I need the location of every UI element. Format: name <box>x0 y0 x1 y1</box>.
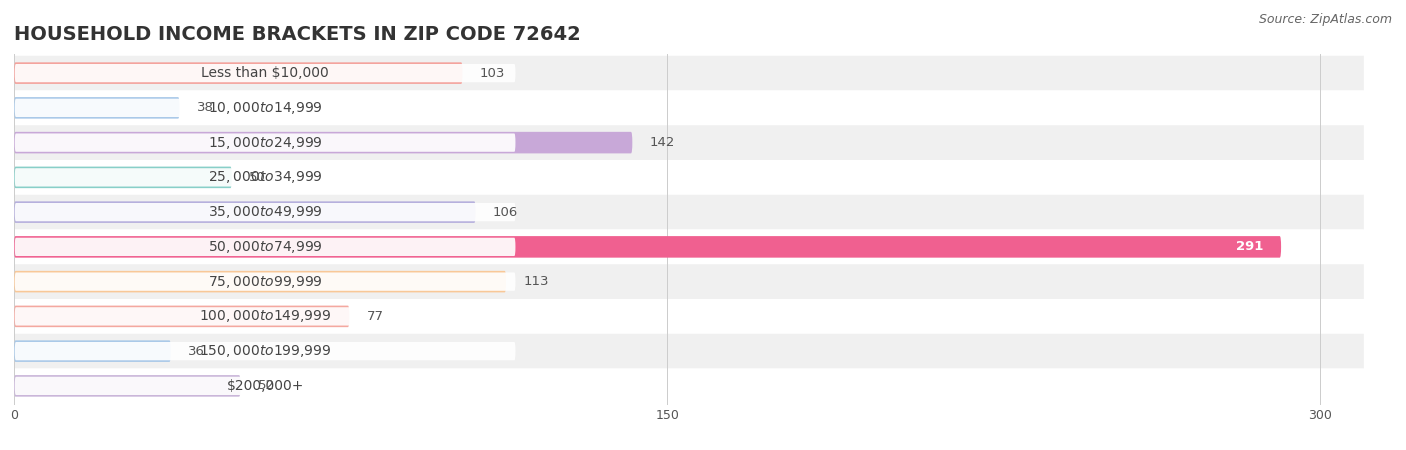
FancyBboxPatch shape <box>14 375 240 396</box>
FancyBboxPatch shape <box>14 160 1364 195</box>
Text: $15,000 to $24,999: $15,000 to $24,999 <box>208 135 322 151</box>
FancyBboxPatch shape <box>14 201 475 223</box>
Text: 106: 106 <box>494 206 519 219</box>
FancyBboxPatch shape <box>14 369 1364 403</box>
FancyBboxPatch shape <box>14 230 1364 264</box>
Text: 77: 77 <box>367 310 384 323</box>
Text: HOUSEHOLD INCOME BRACKETS IN ZIP CODE 72642: HOUSEHOLD INCOME BRACKETS IN ZIP CODE 72… <box>14 25 581 44</box>
Text: $10,000 to $14,999: $10,000 to $14,999 <box>208 100 322 116</box>
FancyBboxPatch shape <box>14 90 1364 125</box>
FancyBboxPatch shape <box>14 238 516 256</box>
Text: $50,000 to $74,999: $50,000 to $74,999 <box>208 239 322 255</box>
Text: $25,000 to $34,999: $25,000 to $34,999 <box>208 169 322 185</box>
FancyBboxPatch shape <box>14 306 349 327</box>
FancyBboxPatch shape <box>14 195 1364 230</box>
Text: $35,000 to $49,999: $35,000 to $49,999 <box>208 204 322 220</box>
Text: Less than $10,000: Less than $10,000 <box>201 66 329 80</box>
FancyBboxPatch shape <box>14 236 1281 258</box>
FancyBboxPatch shape <box>14 166 232 188</box>
FancyBboxPatch shape <box>14 377 516 395</box>
FancyBboxPatch shape <box>14 307 516 325</box>
FancyBboxPatch shape <box>14 342 516 360</box>
FancyBboxPatch shape <box>14 334 1364 369</box>
FancyBboxPatch shape <box>14 203 516 221</box>
Text: 52: 52 <box>257 379 276 392</box>
FancyBboxPatch shape <box>14 97 180 119</box>
Text: $200,000+: $200,000+ <box>226 379 304 393</box>
Text: 36: 36 <box>188 345 205 358</box>
FancyBboxPatch shape <box>14 64 516 82</box>
Text: 38: 38 <box>197 101 214 114</box>
Text: $75,000 to $99,999: $75,000 to $99,999 <box>208 274 322 290</box>
FancyBboxPatch shape <box>14 168 516 187</box>
FancyBboxPatch shape <box>14 132 633 153</box>
FancyBboxPatch shape <box>14 272 516 291</box>
FancyBboxPatch shape <box>14 264 1364 299</box>
Text: 291: 291 <box>1236 240 1264 253</box>
Text: 103: 103 <box>479 67 505 80</box>
Text: 142: 142 <box>650 136 675 149</box>
Text: Source: ZipAtlas.com: Source: ZipAtlas.com <box>1258 14 1392 27</box>
FancyBboxPatch shape <box>14 63 463 84</box>
FancyBboxPatch shape <box>14 99 516 117</box>
FancyBboxPatch shape <box>14 56 1364 90</box>
FancyBboxPatch shape <box>14 271 506 292</box>
FancyBboxPatch shape <box>14 299 1364 334</box>
Text: 50: 50 <box>249 171 266 184</box>
FancyBboxPatch shape <box>14 340 170 362</box>
Text: 113: 113 <box>523 275 548 288</box>
FancyBboxPatch shape <box>14 134 516 152</box>
Text: $150,000 to $199,999: $150,000 to $199,999 <box>198 343 332 359</box>
Text: $100,000 to $149,999: $100,000 to $149,999 <box>198 308 332 324</box>
FancyBboxPatch shape <box>14 125 1364 160</box>
